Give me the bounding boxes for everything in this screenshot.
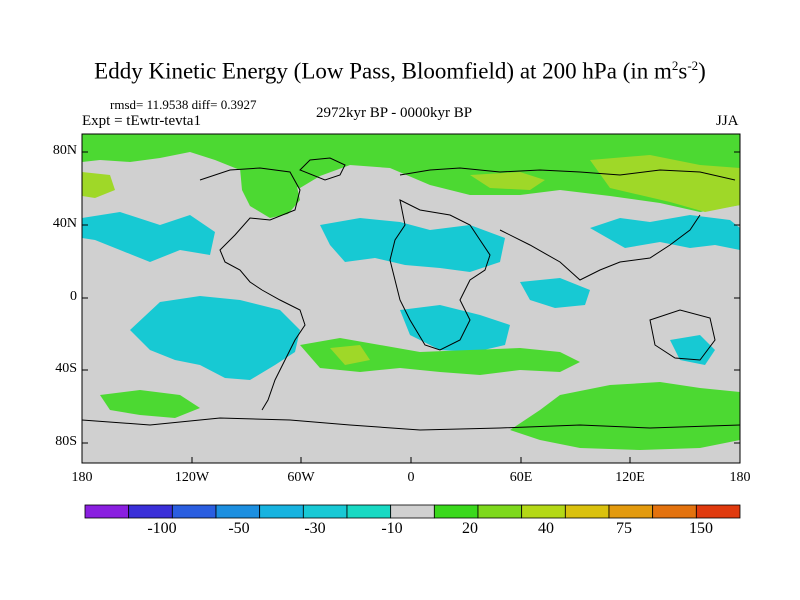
asia-blue [590,215,740,250]
southern-blue-west [130,296,300,380]
colorbar-swatch [477,504,523,519]
indian-blue [520,278,590,308]
season-label: JJA [716,113,739,129]
x-tick-label: 120W [174,470,210,485]
y-tick-label: 40S [55,361,77,376]
colorbar-swatch [652,504,697,519]
siberia-yellowgreen [470,172,545,190]
x-tick-label: 120E [615,470,645,485]
map-area [82,134,740,463]
colorbar-label: -10 [381,520,403,537]
canada-green-lobe [240,168,300,218]
colorbar-swatch [128,504,173,519]
south-green-atlantic [300,338,580,375]
x-tick-label: 180 [71,470,93,485]
colorbar-label: 20 [462,520,478,537]
atlantic-blue [320,218,505,272]
x-tick-label: 180 [729,470,751,485]
pacific-yellowgreen [82,172,115,198]
colorbar-swatch [259,504,304,519]
colorbar-label: 75 [616,520,632,537]
y-tick-label: 80S [55,434,77,449]
colorbar-label: -50 [228,520,250,537]
colorbar-swatch [695,504,741,519]
colorbar-swatch [433,504,479,519]
colorbar-swatch [390,504,435,519]
antarctic-green-west [100,390,200,418]
x-tick-label: 0 [407,470,415,485]
midlat-blue-west [82,212,215,262]
y-tick-label: 0 [70,289,77,304]
south-yellowgreen [330,345,370,365]
x-tick-label: 60W [287,470,315,485]
australia-blue [670,335,715,365]
y-tick-label: 80N [52,143,77,158]
colorbar-swatch [608,504,654,519]
colorbar-label: 40 [538,520,554,537]
colorbar-swatch [171,504,217,519]
y-tick-label: 40N [52,216,77,231]
colorbar-swatch [564,504,610,519]
colorbar-label: -100 [147,520,177,537]
colorbar-swatch [346,504,392,519]
chart-title: Eddy Kinetic Energy (Low Pass, Bloomfiel… [94,58,706,84]
axis-ticks [82,151,740,463]
period-label: 2972kyr BP - 0000kyr BP [316,105,473,121]
colorbar-label: 150 [689,520,713,537]
colorbar-swatch [302,504,348,519]
colorbar-label: -30 [304,520,326,537]
experiment-label: Expt = tEwtr-tevta1 [82,113,201,129]
coastlines [82,157,740,431]
colorbar-swatch [521,504,566,519]
antarctic-green [510,382,740,450]
colorbar-swatch [215,504,261,519]
colorbar [84,504,741,519]
colorbar-swatch [84,504,130,519]
africa-blue [400,305,510,352]
stats-text: rmsd= 11.9538 diff= 0.3927 [110,97,257,112]
x-tick-label: 60E [509,470,533,485]
asia-yellowgreen [590,155,740,212]
